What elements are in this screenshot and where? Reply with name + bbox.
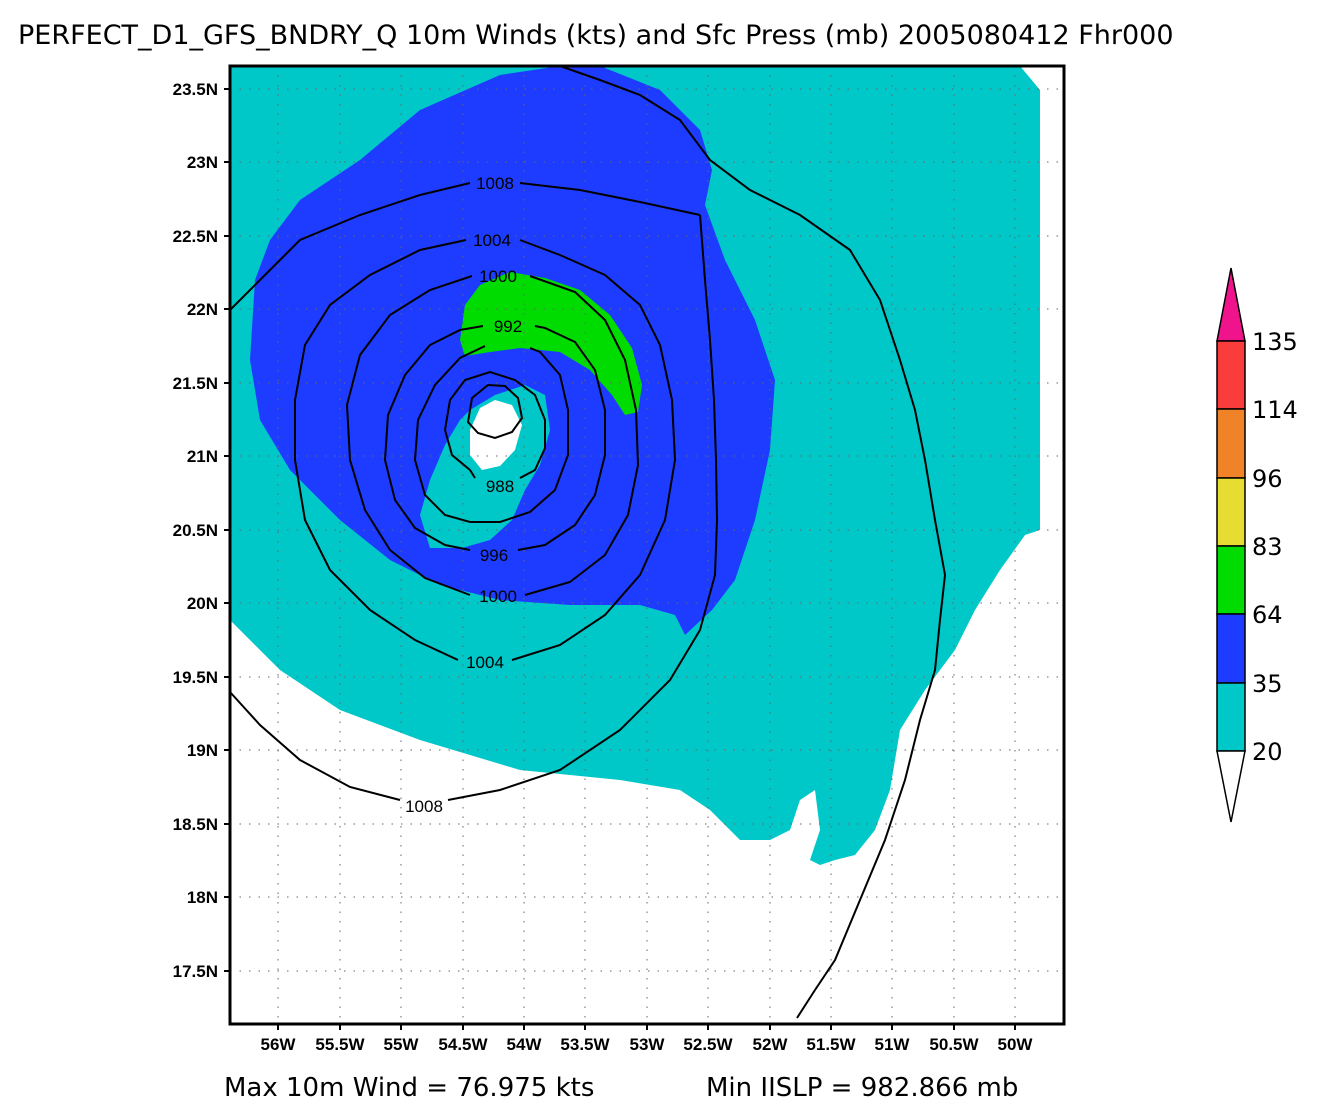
legend-band-35-64 [1216,613,1246,684]
figure-title: PERFECT_D1_GFS_BNDRY_Q 10m Winds (kts) a… [18,20,1174,51]
legend-band-114-135 [1216,340,1246,410]
contour-label: 1008 [476,174,514,193]
wind-region-64-83 [460,272,642,415]
contour-1008-lower [229,214,719,801]
lon-tick-label: 55.5W [315,1035,365,1054]
lon-tick-label: 53W [630,1035,666,1054]
legend-level-label: 83 [1252,533,1283,561]
contour-label: 1000 [479,267,517,286]
legend-band-64-83 [1216,545,1246,615]
legend-level-label: 35 [1252,670,1283,698]
lat-tick-label: 21.5N [173,374,218,393]
contour-label: 1008 [405,797,443,816]
lat-tick-label: 23N [187,153,218,172]
lon-tick-label: 52.5W [683,1035,733,1054]
lon-tick-label: 56W [261,1035,297,1054]
contour-1012 [559,65,947,1019]
contour-988 [443,370,546,479]
lon-tick-label: 51.5W [806,1035,856,1054]
lat-tick-label: 20N [187,594,218,613]
lat-tick-label: 19N [187,741,218,760]
contour-992 [413,345,569,523]
contour-label: 1004 [473,231,511,250]
max-wind-stat: Max 10m Wind = 76.975 kts [224,1073,594,1103]
legend-level-label: 114 [1252,396,1298,424]
legend-level-label: 64 [1252,601,1283,629]
contour-984 [466,383,524,440]
legend-band-83-96 [1216,477,1246,547]
contour-label: 992 [494,317,522,336]
pressure-contours [229,65,947,1019]
contour-label: 996 [480,546,508,565]
lat-tick-label: 23.5N [173,80,218,99]
tick-marks [224,88,1016,1030]
lat-tick-label: 22N [187,300,218,319]
color-legend: 135 114 96 83 64 35 20 [1216,267,1298,823]
legend-cap-top [1216,267,1246,342]
legend-level-label: 96 [1252,465,1283,493]
lon-tick-label: 50.5W [929,1035,979,1054]
lon-tick-label: 53.5W [560,1035,610,1054]
wind-region-eye-calm [470,400,522,470]
legend-cap-bottom [1216,750,1246,823]
contour-label: 1000 [479,587,517,606]
legend-band-20-35 [1216,682,1246,752]
lat-tick-label: 21N [187,447,218,466]
contour-1004 [294,239,677,661]
contour-996 [383,325,606,551]
lat-tick-label: 22.5N [173,227,218,246]
lon-tick-label: 51W [875,1035,911,1054]
lat-tick-label: 18N [187,888,218,907]
lon-tick-label: 55W [384,1035,420,1054]
lon-tick-label: 52W [753,1035,789,1054]
contour-label: 1004 [466,653,504,672]
legend-level-label: 20 [1252,738,1283,766]
lat-tick-label: 18.5N [173,815,218,834]
lat-tick-label: 17.5N [173,962,218,981]
min-slp-stat: Min IISLP = 982.866 mb [706,1073,1018,1103]
legend-level-label: 135 [1252,328,1298,356]
lon-tick-label: 54.5W [438,1035,488,1054]
legend-band-96-114 [1216,408,1246,479]
lat-tick-label: 19.5N [173,668,218,687]
contour-labels: 1008 1004 1000 992 988 996 1000 1004 100… [405,174,522,816]
lat-tick-label: 20.5N [173,521,218,540]
lon-tick-label: 54W [507,1035,543,1054]
map-panel: 1008 1004 1000 992 988 996 1000 1004 100… [173,64,1066,1054]
lat-tick-labels: 23.5N 23N 22.5N 22N 21.5N 21N 20.5N 20N … [173,80,218,981]
contour-1000 [345,275,640,596]
lon-tick-labels: 56W 55.5W 55W 54.5W 54W 53.5W 53W 52.5W … [261,1035,1034,1054]
contour-1008-outer [229,182,701,311]
contour-label: 988 [486,477,514,496]
lon-tick-label: 50W [998,1035,1034,1054]
